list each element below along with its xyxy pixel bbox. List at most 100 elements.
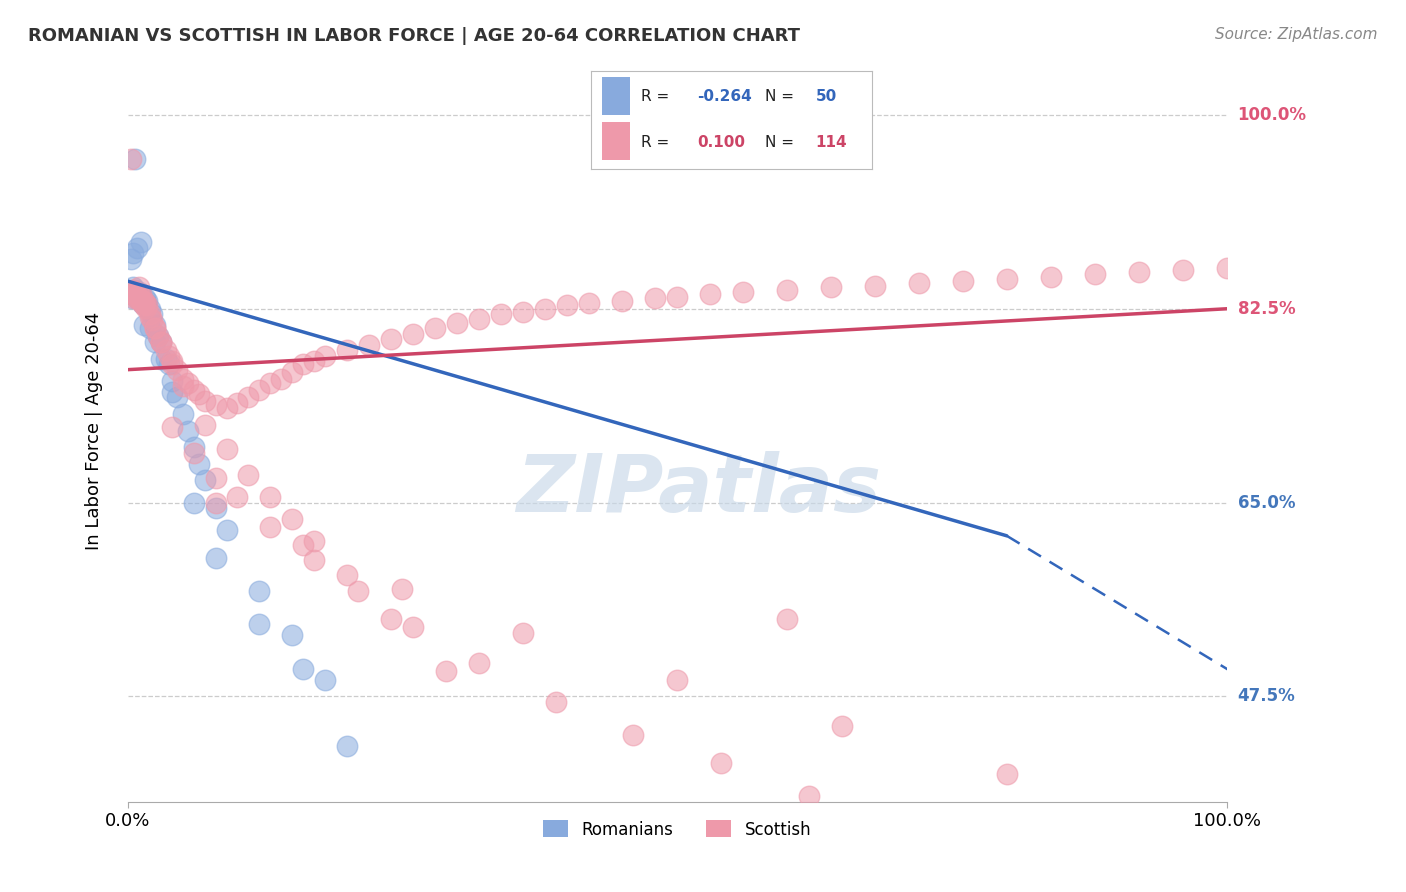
Point (1128, 265, 1150, 279)
FancyBboxPatch shape (602, 78, 630, 114)
Point (292, 538, 315, 552)
Point (132, 298, 155, 312)
Point (259, 376, 281, 390)
Point (132, 298, 155, 312)
Point (172, 371, 194, 385)
Point (610, 293, 633, 308)
Point (138, 310, 160, 324)
Point (204, 495, 226, 509)
Point (204, 550, 226, 565)
Point (215, 523, 238, 537)
Point (512, 626, 534, 640)
Point (120, 287, 142, 301)
Point (336, 343, 359, 357)
Text: 47.5%: 47.5% (1237, 688, 1295, 706)
Point (132, 318, 155, 333)
Text: R =: R = (641, 89, 675, 104)
Point (128, 279, 150, 293)
Point (160, 374, 183, 388)
Point (238, 390, 260, 404)
Point (134, 296, 156, 310)
Point (177, 376, 200, 390)
Point (148, 329, 170, 343)
Point (134, 291, 156, 305)
Text: 114: 114 (815, 135, 846, 150)
Text: R =: R = (641, 135, 675, 150)
Point (204, 471, 226, 485)
Point (512, 305, 534, 319)
Point (270, 371, 292, 385)
Point (143, 320, 166, 334)
Point (138, 307, 160, 321)
Point (135, 296, 157, 310)
Point (128, 285, 150, 300)
Text: N =: N = (765, 89, 799, 104)
Point (129, 287, 152, 301)
Point (132, 293, 155, 308)
Point (149, 351, 172, 366)
Point (425, 320, 447, 334)
Point (148, 329, 170, 343)
Point (121, 291, 143, 305)
Point (380, 332, 402, 346)
Point (136, 298, 159, 312)
Point (122, 291, 145, 305)
Point (131, 296, 153, 310)
Point (172, 407, 194, 421)
Point (468, 311, 491, 326)
Point (160, 384, 183, 399)
Point (138, 301, 160, 316)
Point (183, 495, 205, 509)
Point (336, 739, 359, 754)
Point (259, 520, 281, 534)
Text: N =: N = (765, 135, 799, 150)
Point (391, 582, 413, 596)
Point (555, 298, 578, 312)
Point (359, 338, 381, 352)
Point (249, 383, 271, 397)
Point (135, 301, 157, 315)
Point (149, 334, 172, 349)
Point (127, 291, 149, 305)
Point (304, 553, 326, 567)
Point (124, 283, 146, 297)
Point (820, 279, 842, 293)
Point (973, 852, 995, 866)
Point (446, 316, 468, 330)
Point (124, 287, 146, 301)
Point (886, 822, 908, 837)
Point (129, 235, 152, 250)
Text: 100.0%: 100.0% (1237, 106, 1306, 124)
Point (226, 490, 249, 504)
Point (121, 285, 143, 300)
Point (238, 467, 260, 482)
Point (995, 767, 1018, 781)
Text: 65.0%: 65.0% (1237, 493, 1295, 512)
Point (215, 442, 238, 457)
Point (1171, 263, 1194, 277)
Text: 0.100: 0.100 (697, 135, 745, 150)
Point (166, 362, 188, 376)
Point (380, 612, 402, 626)
Point (155, 351, 177, 366)
Point (122, 246, 145, 260)
Point (314, 673, 336, 687)
Point (141, 307, 163, 321)
Point (546, 695, 568, 709)
Point (149, 334, 172, 349)
Point (193, 418, 215, 433)
Point (132, 293, 155, 308)
Text: Source: ZipAtlas.com: Source: ZipAtlas.com (1215, 27, 1378, 42)
Point (155, 343, 177, 357)
Point (143, 334, 166, 349)
Point (183, 383, 205, 397)
Point (995, 272, 1018, 286)
Point (776, 612, 799, 626)
Point (621, 728, 644, 742)
Point (129, 287, 152, 301)
Point (193, 393, 215, 408)
Point (122, 287, 145, 301)
Point (183, 446, 205, 460)
Point (204, 501, 226, 516)
Point (127, 241, 149, 255)
